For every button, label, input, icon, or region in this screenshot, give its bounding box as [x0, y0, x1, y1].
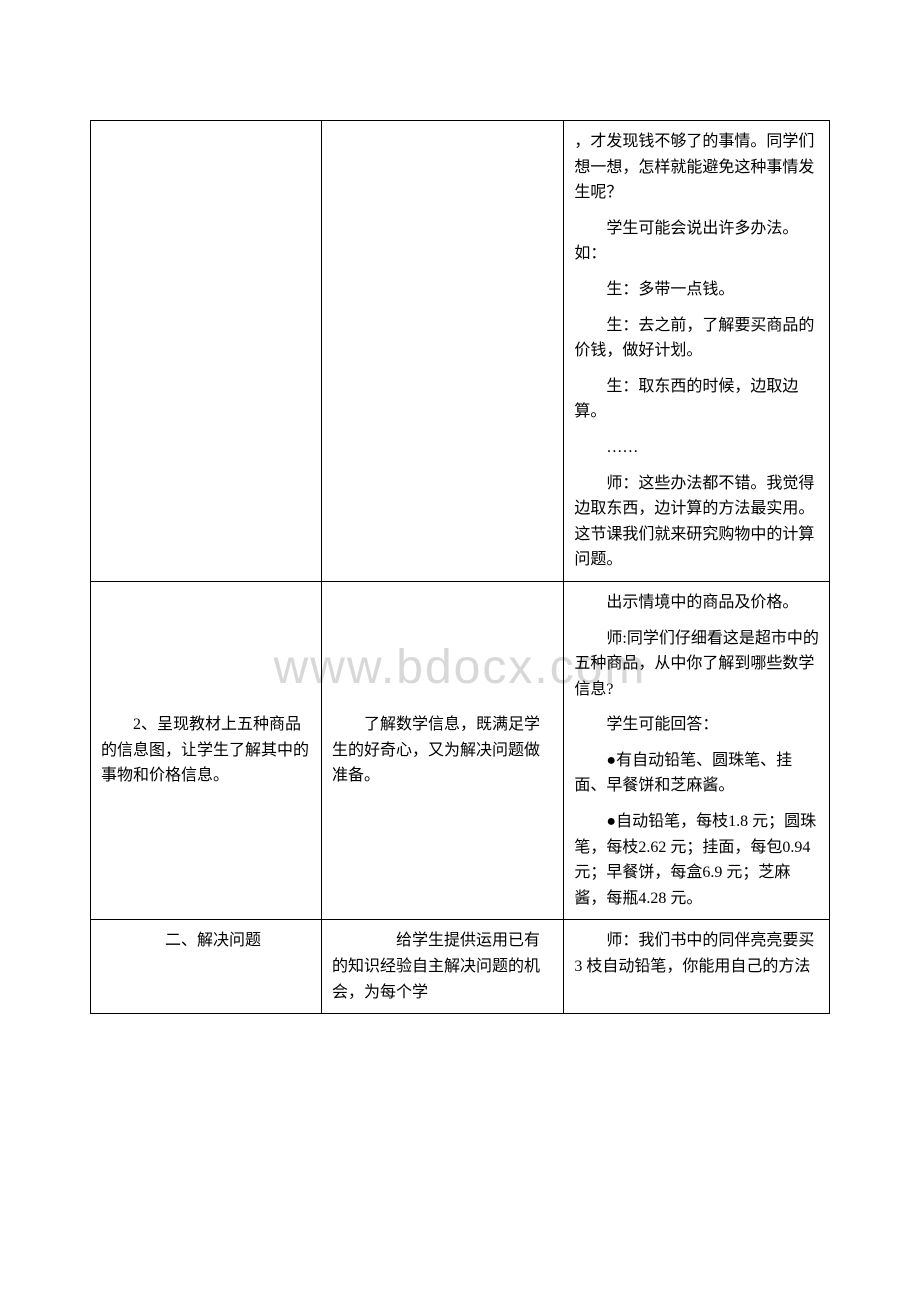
- cell-dialogue-1: ，才发现钱不够了的事情。同学们想一想，怎样就能避免这种事情发生呢？ 学生可能会说…: [564, 121, 830, 582]
- para-text: 给学生提供运用已有的知识经验自主解决问题的机会，为每个学: [332, 928, 553, 1005]
- table-row: 二、解决问题 给学生提供运用已有的知识经验自主解决问题的机会，为每个学 师：我们…: [91, 920, 830, 1014]
- para-text: 二、解决问题: [101, 928, 311, 954]
- para-text: ，才发现钱不够了的事情。同学们想一想，怎样就能避免这种事情发生呢？: [574, 129, 819, 206]
- cell-activity-3: 二、解决问题: [91, 920, 322, 1014]
- table-row: ，才发现钱不够了的事情。同学们想一想，怎样就能避免这种事情发生呢？ 学生可能会说…: [91, 121, 830, 582]
- para-text: 生：取东西的时候，边取边算。: [574, 374, 819, 425]
- cell-activity-1: [91, 121, 322, 582]
- cell-activity-2: 2、呈现教材上五种商品的信息图，让学生了解其中的事物和价格信息。: [91, 581, 322, 920]
- para-text: ……: [574, 435, 819, 461]
- para-text: 师:同学们仔细看这是超市中的五种商品，从中你了解到哪些数学信息?: [574, 626, 819, 703]
- lesson-plan-table: ，才发现钱不够了的事情。同学们想一想，怎样就能避免这种事情发生呢？ 学生可能会说…: [90, 120, 830, 1014]
- cell-dialogue-2: 出示情境中的商品及价格。 师:同学们仔细看这是超市中的五种商品，从中你了解到哪些…: [564, 581, 830, 920]
- para-text: 生：多带一点钱。: [574, 277, 819, 303]
- para-text: 师：我们书中的同伴亮亮要买 3 枝自动铅笔，你能用自己的方法: [574, 928, 819, 979]
- para-text: 出示情境中的商品及价格。: [574, 590, 819, 616]
- cell-purpose-2: 了解数学信息，既满足学生的好奇心，又为解决问题做准备。: [321, 581, 563, 920]
- para-text: ●有自动铅笔、圆珠笔、挂面、早餐饼和芝麻酱。: [574, 748, 819, 799]
- para-text: 学生可能回答：: [574, 712, 819, 738]
- table-row: 2、呈现教材上五种商品的信息图，让学生了解其中的事物和价格信息。 了解数学信息，…: [91, 581, 830, 920]
- cell-purpose-3: 给学生提供运用已有的知识经验自主解决问题的机会，为每个学: [321, 920, 563, 1014]
- cell-purpose-1: [321, 121, 563, 582]
- cell-dialogue-3: 师：我们书中的同伴亮亮要买 3 枝自动铅笔，你能用自己的方法: [564, 920, 830, 1014]
- para-text: 学生可能会说出许多办法。如：: [574, 216, 819, 267]
- para-text: 生：去之前，了解要买商品的价钱，做好计划。: [574, 313, 819, 364]
- para-text: ●自动铅笔，每枝1.8 元；圆珠笔，每枝2.62 元；挂面，每包0.94 元；早…: [574, 809, 819, 911]
- para-text: 师：这些办法都不错。我觉得边取东西，边计算的方法最实用。这节课我们就来研究购物中…: [574, 471, 819, 573]
